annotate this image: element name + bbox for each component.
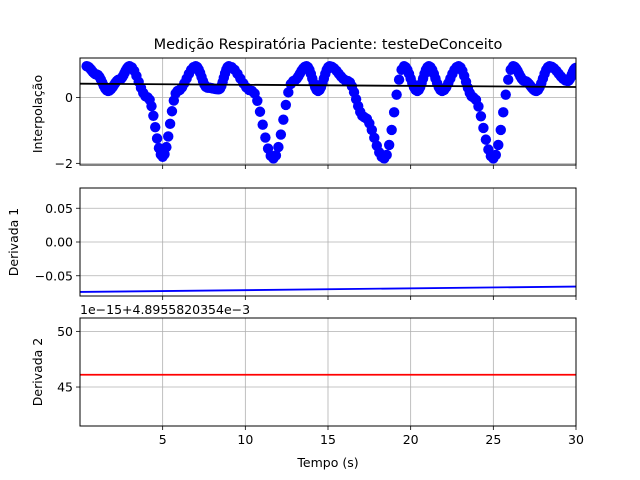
x-tick-label: 25 xyxy=(485,432,501,447)
figure-title: Medição Respiratória Paciente: testeDeCo… xyxy=(154,37,503,53)
interpolation-y-tick-label: −2 xyxy=(55,156,73,171)
interpolation-marker xyxy=(150,121,161,133)
interpolation-marker xyxy=(163,131,174,142)
derivative2-y-tick-label: 50 xyxy=(57,324,73,339)
interpolation-marker xyxy=(366,124,378,136)
interpolation-marker xyxy=(278,114,289,125)
derivative1-series xyxy=(80,285,576,293)
derivative1-y-label: Derivada 1 xyxy=(6,208,21,277)
interpolation-marker xyxy=(283,87,294,98)
interpolation-marker xyxy=(386,124,397,136)
interpolation-marker xyxy=(495,124,506,136)
interpolation-marker xyxy=(473,101,484,112)
interpolation-marker xyxy=(480,134,492,145)
interpolation-marker xyxy=(391,89,402,100)
interpolation-marker xyxy=(393,74,405,85)
derivative2-y-label: Derivada 2 xyxy=(30,338,45,407)
derivative1-y-tick-label: 0.05 xyxy=(45,201,73,216)
interpolation-marker xyxy=(254,106,266,117)
interpolation-marker xyxy=(146,100,157,112)
derivative2-y-ticks: 50 45 xyxy=(57,324,80,395)
derivative1-x-ticks xyxy=(162,296,577,300)
interpolation-panel: 0 −2 Interpolação xyxy=(30,57,577,171)
interpolation-marker xyxy=(270,150,282,161)
interpolation-marker xyxy=(498,107,509,118)
interpolation-marker xyxy=(148,110,159,121)
interpolation-x-ticks xyxy=(162,165,577,169)
derivative1-y-tick-label: 0.00 xyxy=(45,235,73,250)
interpolation-marker xyxy=(275,129,287,140)
interpolation-marker xyxy=(273,141,284,153)
interpolation-series xyxy=(80,61,576,164)
interpolation-marker xyxy=(493,139,504,151)
interpolation-marker xyxy=(490,149,502,161)
derivative2-panel: 50 45 5 10 15 20 25 30 Derivada 2 1e−15+4.8955… xyxy=(30,302,584,447)
x-tick-label: 30 xyxy=(568,432,584,447)
interpolation-marker xyxy=(383,139,395,151)
derivative1-line xyxy=(80,285,576,293)
derivative2-y-tick-label: 45 xyxy=(57,380,73,395)
interpolation-marker xyxy=(500,89,511,100)
x-tick-label: 10 xyxy=(237,432,253,447)
interpolation-marker xyxy=(369,132,380,144)
derivative1-panel: 0.05 0.00 −0.05 Derivada 1 xyxy=(6,187,577,300)
derivative2-x-ticks: 5 10 15 20 25 30 xyxy=(159,426,584,447)
derivative1-y-ticks: 0.05 0.00 −0.05 xyxy=(35,201,80,283)
interpolation-marker xyxy=(260,132,271,143)
interpolation-y-tick-label: 0 xyxy=(65,90,73,105)
x-tick-label: 15 xyxy=(320,432,336,447)
derivative2-grid xyxy=(80,318,577,426)
x-tick-label: 5 xyxy=(159,432,167,447)
interpolation-marker xyxy=(280,99,292,111)
interpolation-y-label: Interpolação xyxy=(30,75,45,153)
interpolation-marker xyxy=(503,74,514,85)
interpolation-y-ticks: 0 −2 xyxy=(55,90,80,171)
interpolation-marker xyxy=(166,106,178,117)
derivative1-grid xyxy=(80,188,577,296)
derivative1-y-tick-label: −0.05 xyxy=(35,268,73,283)
interpolation-marker xyxy=(257,119,268,130)
interpolation-marker xyxy=(478,122,489,134)
interpolation-marker xyxy=(570,62,576,74)
x-axis-label: Tempo (s) xyxy=(296,455,358,470)
interpolation-line xyxy=(80,82,576,88)
interpolation-marker xyxy=(381,149,392,161)
derivative2-offset-text: 1e−15+4.8955820354e−3 xyxy=(80,302,250,317)
interpolation-marker xyxy=(161,141,172,153)
interpolation-marker xyxy=(151,133,163,144)
interpolation-marker xyxy=(388,107,400,118)
interpolation-marker xyxy=(164,118,176,130)
interpolation-marker xyxy=(475,111,487,122)
x-tick-label: 20 xyxy=(403,432,419,447)
interpolation-marker xyxy=(252,95,263,107)
